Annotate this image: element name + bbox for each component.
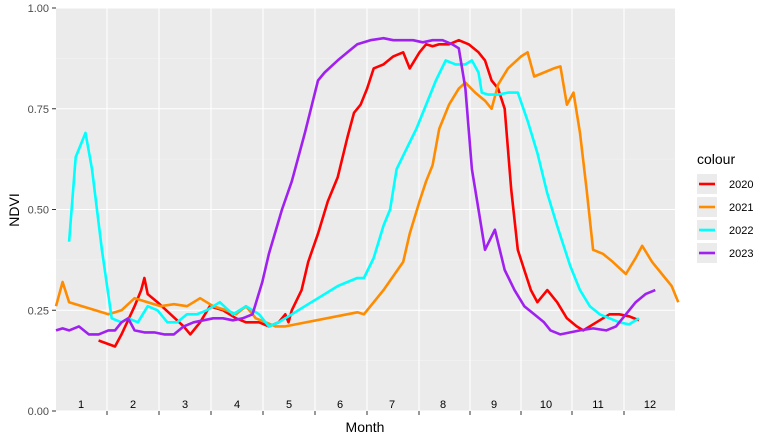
month-label: 3	[182, 399, 188, 411]
month-label: 1	[78, 399, 84, 411]
series-line-2023	[55, 36, 656, 336]
x-axis-title: Month	[346, 419, 385, 435]
month-label: 7	[389, 399, 395, 411]
month-labels: 1 2 3 4 5 6 7 8 9 10 11 12	[78, 399, 656, 411]
legend-label-2020: 2020	[729, 179, 753, 191]
y-tick-label: 0.00	[28, 406, 49, 418]
series-line-2021	[54, 51, 680, 328]
y-axis: 0.00 0.25 0.50 0.75 1.00	[28, 3, 56, 418]
legend-title: colour	[697, 151, 735, 167]
series-lines	[54, 36, 680, 348]
legend-label-2022: 2022	[729, 225, 753, 237]
month-label: 8	[440, 399, 446, 411]
month-label: 12	[644, 399, 656, 411]
month-label: 10	[540, 399, 552, 411]
month-label: 4	[234, 399, 240, 411]
series-line-2020	[98, 38, 640, 348]
month-label: 11	[592, 399, 603, 411]
month-label: 9	[491, 399, 497, 411]
x-axis	[106, 411, 625, 415]
y-tick-label: 0.25	[28, 305, 49, 317]
legend: colour 2020 2021 2022 2023	[697, 151, 757, 271]
month-label: 5	[286, 399, 292, 411]
legend-label-2021: 2021	[729, 202, 753, 214]
y-tick-label: 1.00	[28, 3, 49, 15]
y-axis-title: NDVI	[6, 193, 22, 226]
legend-label-2023: 2023	[729, 248, 753, 260]
month-label: 2	[130, 399, 136, 411]
month-label: 6	[337, 399, 343, 411]
series-line-2022	[67, 59, 640, 328]
y-tick-label: 0.75	[28, 104, 49, 116]
y-tick-label: 0.50	[28, 205, 49, 217]
